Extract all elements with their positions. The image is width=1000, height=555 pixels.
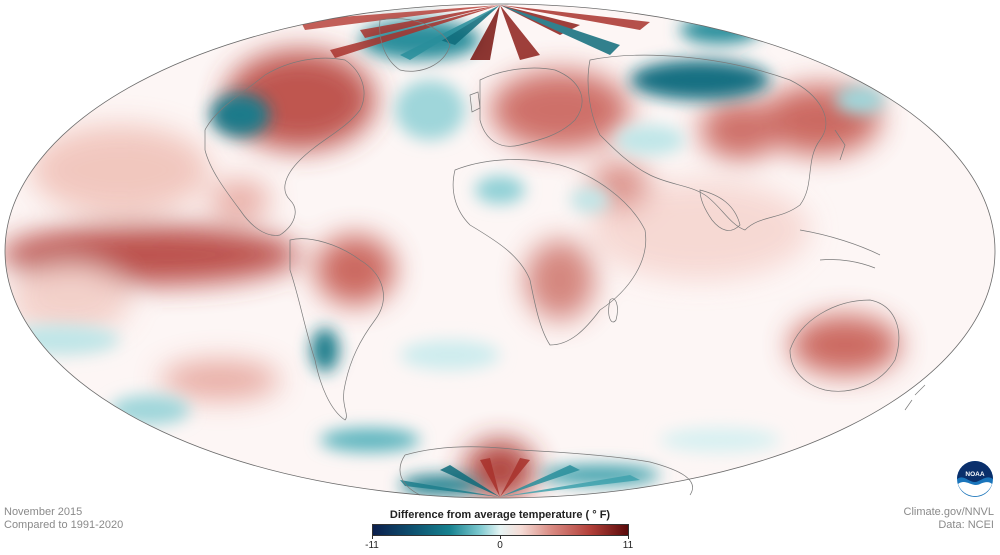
baseline-label: Compared to 1991-2020 — [4, 519, 124, 531]
legend-title: Difference from average temperature ( ° … — [389, 509, 611, 521]
footer-left: November 2015 Compared to 1991-2020 — [4, 506, 123, 532]
anomaly-field — [5, 5, 900, 498]
date-label: November 2015 — [4, 506, 83, 518]
legend-tick-mid: 0 — [497, 540, 503, 551]
globe-outline — [4, 3, 996, 499]
legend-tick-mid-mark — [500, 535, 501, 539]
country-borders — [204, 18, 926, 496]
legend-tick-max-mark — [628, 535, 629, 539]
legend-tick-min-mark — [372, 535, 373, 539]
legend-tick-max: 11 — [622, 540, 634, 551]
source-credit: Climate.gov/NNVL — [903, 506, 994, 518]
anomaly-map — [4, 3, 996, 499]
data-credit: Data: NCEI — [938, 519, 994, 531]
legend-tick-min: -11 — [365, 540, 379, 551]
noaa-logo-text: NOAA — [965, 471, 984, 478]
footer-right: Climate.gov/NNVL Data: NCEI — [904, 506, 994, 532]
noaa-logo: NOAA — [957, 461, 993, 497]
